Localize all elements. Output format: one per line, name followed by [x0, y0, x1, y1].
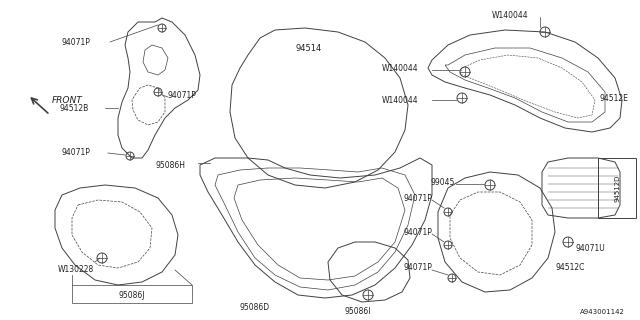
Text: 94071P: 94071P — [403, 194, 432, 203]
Text: 94071P: 94071P — [403, 263, 432, 273]
Text: 95086I: 95086I — [345, 308, 371, 316]
Text: W140044: W140044 — [382, 63, 419, 73]
Text: 94512B: 94512B — [60, 103, 89, 113]
Text: W140044: W140044 — [492, 11, 529, 20]
Text: 95086J: 95086J — [119, 291, 145, 300]
Text: 94071P: 94071P — [62, 37, 91, 46]
Text: 94514: 94514 — [295, 44, 321, 52]
Text: 99045: 99045 — [431, 178, 455, 187]
Text: 95086H: 95086H — [155, 161, 185, 170]
Text: 94071U: 94071U — [575, 244, 605, 252]
Text: 94071P: 94071P — [403, 228, 432, 236]
Text: 95086D: 95086D — [240, 303, 270, 313]
Text: FRONT: FRONT — [52, 95, 83, 105]
Text: 94512D: 94512D — [614, 174, 620, 202]
Text: 94071P: 94071P — [62, 148, 91, 156]
Text: W130228: W130228 — [58, 266, 94, 275]
Text: 94512E: 94512E — [600, 93, 629, 102]
Text: A943001142: A943001142 — [580, 309, 625, 315]
Text: 94071P: 94071P — [168, 91, 197, 100]
Text: W140044: W140044 — [382, 95, 419, 105]
Text: 94512C: 94512C — [555, 263, 584, 273]
